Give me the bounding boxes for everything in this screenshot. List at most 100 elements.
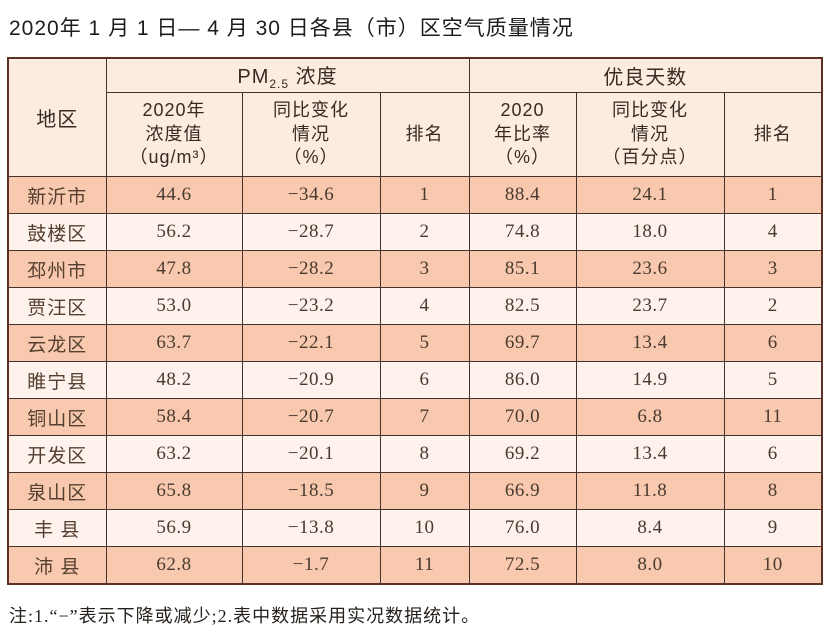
cell-ratio-rank: 9 — [723, 509, 823, 547]
cell-ratio-value: 74.8 — [468, 213, 577, 251]
footnote: 注:1.“−”表示下降或减少;2.表中数据采用实况数据统计。 — [9, 606, 481, 626]
cell-pm-change: −22.1 — [241, 324, 381, 362]
cell-pm-change: −18.5 — [241, 472, 381, 510]
cell-ratio-value: 82.5 — [468, 287, 577, 325]
cell-pm-rank: 6 — [379, 361, 470, 399]
header-ratio-value: 2020 年比率 （%） — [468, 92, 577, 177]
cell-region: 铜山区 — [7, 398, 107, 436]
cell-ratio-value: 70.0 — [468, 398, 577, 436]
cell-ratio-value: 76.0 — [468, 509, 577, 547]
cell-pm-change: −20.7 — [241, 398, 381, 436]
header-region: 地区 — [7, 57, 107, 177]
header-pm-value: 2020年 浓度值 （ug/m³） — [105, 92, 243, 177]
header-group-good-days: 优良天数 — [468, 57, 823, 93]
pm25-label-prefix: PM — [237, 66, 270, 88]
header-group-row: 地区 PM2.5 浓度 优良天数 — [7, 57, 823, 177]
cell-pm-rank: 10 — [379, 509, 470, 547]
pm25-label-subscript: 2.5 — [269, 77, 290, 91]
cell-ratio-value: 72.5 — [468, 546, 577, 585]
cell-pm-value: 56.9 — [105, 509, 243, 547]
cell-ratio-rank: 10 — [723, 546, 823, 585]
page-title: 2020年 1 月 1 日— 4 月 30 日各县（市）区空气质量情况 — [9, 17, 574, 40]
cell-pm-change: −28.7 — [241, 213, 381, 251]
cell-ratio-rank: 2 — [723, 287, 823, 325]
cell-ratio-change: 13.4 — [575, 324, 725, 362]
cell-ratio-change: 23.7 — [575, 287, 725, 325]
table-row: 贾汪区 53.0 −23.2 4 82.5 23.7 2 — [7, 287, 823, 325]
cell-ratio-rank: 6 — [723, 324, 823, 362]
table-header: 地区 PM2.5 浓度 优良天数 2020年 浓度值 （ug/m³） 同比变化 … — [7, 57, 823, 177]
cell-ratio-rank: 11 — [723, 398, 823, 436]
cell-pm-rank: 4 — [379, 287, 470, 325]
cell-ratio-rank: 5 — [723, 361, 823, 399]
cell-pm-rank: 2 — [379, 213, 470, 251]
cell-region: 睢宁县 — [7, 361, 107, 399]
cell-ratio-change: 13.4 — [575, 435, 725, 473]
cell-ratio-rank: 6 — [723, 435, 823, 473]
cell-region: 丰 县 — [7, 509, 107, 547]
header-group-pm25: PM2.5 浓度 — [105, 57, 470, 93]
cell-pm-change: −20.1 — [241, 435, 381, 473]
cell-pm-change: −23.2 — [241, 287, 381, 325]
cell-pm-rank: 7 — [379, 398, 470, 436]
cell-ratio-rank: 4 — [723, 213, 823, 251]
cell-ratio-value: 86.0 — [468, 361, 577, 399]
cell-pm-value: 63.2 — [105, 435, 243, 473]
header-ratio-change: 同比变化 情况 （百分点） — [575, 92, 725, 177]
cell-pm-rank: 3 — [379, 250, 470, 288]
cell-ratio-value: 69.7 — [468, 324, 577, 362]
cell-pm-change: −13.8 — [241, 509, 381, 547]
cell-pm-rank: 9 — [379, 472, 470, 510]
table-row: 新沂市 44.6 −34.6 1 88.4 24.1 1 — [7, 176, 823, 214]
cell-pm-rank: 5 — [379, 324, 470, 362]
cell-pm-value: 65.8 — [105, 472, 243, 510]
cell-region: 云龙区 — [7, 324, 107, 362]
cell-ratio-rank: 8 — [723, 472, 823, 510]
header-pm-change: 同比变化 情况 （%） — [241, 92, 381, 177]
cell-ratio-change: 23.6 — [575, 250, 725, 288]
cell-ratio-change: 8.0 — [575, 546, 725, 585]
cell-ratio-change: 18.0 — [575, 213, 725, 251]
header-pm-rank: 排名 — [379, 92, 470, 177]
cell-region: 沛 县 — [7, 546, 107, 585]
cell-pm-change: −34.6 — [241, 176, 381, 214]
table-row: 云龙区 63.7 −22.1 5 69.7 13.4 6 — [7, 324, 823, 362]
table-row: 睢宁县 48.2 −20.9 6 86.0 14.9 5 — [7, 361, 823, 399]
cell-pm-rank: 8 — [379, 435, 470, 473]
cell-pm-value: 56.2 — [105, 213, 243, 251]
cell-pm-change: −28.2 — [241, 250, 381, 288]
cell-ratio-value: 85.1 — [468, 250, 577, 288]
cell-ratio-change: 6.8 — [575, 398, 725, 436]
cell-ratio-change: 11.8 — [575, 472, 725, 510]
header-sub-row: 2020年 浓度值 （ug/m³） 同比变化 情况 （%） 排名 2020 年比… — [8, 92, 823, 177]
cell-pm-change: −20.9 — [241, 361, 381, 399]
cell-region: 开发区 — [7, 435, 107, 473]
air-quality-table: 地区 PM2.5 浓度 优良天数 2020年 浓度值 （ug/m³） 同比变化 … — [7, 57, 823, 585]
cell-pm-rank: 11 — [379, 546, 470, 585]
cell-ratio-change: 14.9 — [575, 361, 725, 399]
cell-region: 贾汪区 — [7, 287, 107, 325]
cell-pm-value: 62.8 — [105, 546, 243, 585]
table-row: 丰 县 56.9 −13.8 10 76.0 8.4 9 — [7, 509, 823, 547]
table-row: 沛 县 62.8 −1.7 11 72.5 8.0 10 — [7, 546, 823, 585]
cell-ratio-value: 66.9 — [468, 472, 577, 510]
table-row: 泉山区 65.8 −18.5 9 66.9 11.8 8 — [7, 472, 823, 510]
table-row: 开发区 63.2 −20.1 8 69.2 13.4 6 — [7, 435, 823, 473]
table-row: 铜山区 58.4 −20.7 7 70.0 6.8 11 — [7, 398, 823, 436]
cell-ratio-change: 24.1 — [575, 176, 725, 214]
cell-region: 鼓楼区 — [7, 213, 107, 251]
cell-region: 邳州市 — [7, 250, 107, 288]
cell-pm-value: 47.8 — [105, 250, 243, 288]
cell-region: 泉山区 — [7, 472, 107, 510]
cell-pm-value: 58.4 — [105, 398, 243, 436]
cell-pm-value: 63.7 — [105, 324, 243, 362]
table-row: 鼓楼区 56.2 −28.7 2 74.8 18.0 4 — [7, 213, 823, 251]
cell-pm-value: 48.2 — [105, 361, 243, 399]
cell-pm-value: 53.0 — [105, 287, 243, 325]
table-row: 邳州市 47.8 −28.2 3 85.1 23.6 3 — [7, 250, 823, 288]
cell-ratio-value: 69.2 — [468, 435, 577, 473]
cell-pm-value: 44.6 — [105, 176, 243, 214]
cell-ratio-change: 8.4 — [575, 509, 725, 547]
cell-region: 新沂市 — [7, 176, 107, 214]
